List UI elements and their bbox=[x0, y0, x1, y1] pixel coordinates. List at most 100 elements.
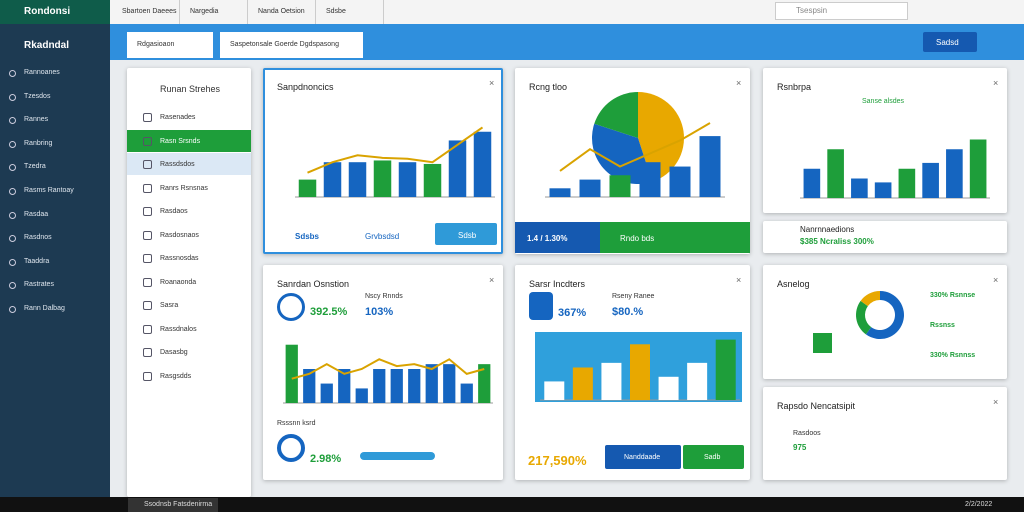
top-tab-label: Nargedia bbox=[190, 8, 219, 15]
sidebar-item: Tzesdos bbox=[24, 92, 51, 100]
bar bbox=[803, 168, 821, 198]
stat-icon bbox=[529, 292, 553, 320]
chart bbox=[592, 92, 684, 184]
menu-icon[interactable] bbox=[143, 183, 152, 193]
action-button-label: Sdsb bbox=[458, 231, 477, 240]
menu-item: Rassdnalos bbox=[160, 325, 197, 333]
bar bbox=[390, 369, 403, 403]
taskbar-app[interactable] bbox=[128, 498, 218, 512]
action-button[interactable] bbox=[683, 445, 744, 469]
menu-icon[interactable] bbox=[143, 230, 152, 240]
sidebar-icon[interactable] bbox=[9, 188, 16, 195]
sidebar-icon[interactable] bbox=[9, 164, 16, 172]
card-title: Rcng tloo bbox=[529, 82, 568, 92]
menu-hover bbox=[127, 153, 251, 175]
bar bbox=[851, 178, 868, 198]
card-title: Sanpdnoncics bbox=[277, 82, 334, 92]
sidebar-item: Rasms Rantoay bbox=[24, 187, 74, 194]
trend-line bbox=[559, 122, 711, 172]
menu-item: Rassnosdas bbox=[160, 255, 199, 262]
menu-icon[interactable] bbox=[143, 207, 152, 216]
sidebar-icon[interactable] bbox=[9, 70, 16, 77]
bar bbox=[398, 162, 417, 197]
menu-item: Sasra bbox=[160, 302, 179, 309]
menu-icon[interactable] bbox=[143, 324, 152, 334]
bar bbox=[473, 131, 492, 197]
chart-label: Sanse alsdes bbox=[862, 98, 905, 105]
sidebar-item: Rastrates bbox=[24, 281, 54, 289]
close-icon: × bbox=[736, 78, 742, 88]
sidebar-icon[interactable] bbox=[9, 282, 16, 290]
bar bbox=[572, 367, 593, 400]
menu-icon[interactable] bbox=[143, 301, 152, 310]
menu-item: Rasdosnaos bbox=[160, 231, 199, 239]
card-title: Rsnbrpa bbox=[777, 82, 812, 92]
bar bbox=[373, 369, 386, 403]
top-tab-label: Nanda Oetsion bbox=[258, 8, 305, 15]
clock: 2/2/2022 bbox=[965, 501, 993, 508]
chart bbox=[856, 291, 904, 339]
bar bbox=[298, 179, 317, 197]
action-button[interactable] bbox=[435, 223, 497, 245]
sidebar-icon[interactable] bbox=[9, 235, 16, 243]
close-icon: × bbox=[993, 397, 999, 407]
menu-item: Rasenades bbox=[160, 114, 196, 121]
close-icon: × bbox=[489, 78, 495, 88]
footer-label: Sdsbs bbox=[295, 232, 320, 241]
sidebar-icon[interactable] bbox=[9, 306, 16, 313]
sidebar-icon[interactable] bbox=[9, 140, 16, 148]
menu-icon[interactable] bbox=[143, 371, 152, 381]
footer-title: Nanrnnaedions bbox=[800, 225, 855, 234]
footer-band-green[interactable] bbox=[600, 222, 750, 253]
bar bbox=[946, 149, 963, 198]
bar bbox=[460, 383, 473, 403]
bar bbox=[601, 362, 622, 400]
menu-icon[interactable] bbox=[143, 254, 152, 263]
menu-icon[interactable] bbox=[143, 160, 152, 169]
top-tab[interactable] bbox=[112, 0, 180, 24]
action-button[interactable] bbox=[605, 445, 681, 469]
menu-item: Roanaonda bbox=[160, 278, 197, 286]
menu-icon[interactable] bbox=[143, 136, 152, 146]
menu-icon[interactable] bbox=[143, 348, 152, 357]
sidebar-icon[interactable] bbox=[9, 93, 16, 101]
menu-active bbox=[127, 129, 251, 152]
bar bbox=[699, 136, 721, 197]
top-tab[interactable] bbox=[180, 0, 248, 24]
bar bbox=[348, 162, 367, 197]
footer-mid: Grvbsdsd bbox=[365, 232, 400, 241]
header-button[interactable] bbox=[923, 32, 977, 52]
sidebar-icon[interactable] bbox=[9, 117, 16, 125]
sidebar-item: Tzedra bbox=[24, 163, 46, 171]
chart bbox=[545, 122, 725, 198]
bar bbox=[658, 376, 679, 400]
bar bbox=[423, 163, 442, 197]
sidebar-icon[interactable] bbox=[9, 211, 16, 219]
bar bbox=[285, 344, 298, 403]
card-title: Asnelog bbox=[777, 279, 810, 289]
sidebar-item: Rannoanes bbox=[24, 69, 60, 76]
bar bbox=[373, 160, 392, 197]
bar bbox=[549, 188, 571, 197]
stat-value: 367% bbox=[558, 307, 587, 319]
top-tab-label: Sdsbe bbox=[326, 8, 346, 15]
close-icon: × bbox=[736, 275, 742, 285]
top-tab[interactable] bbox=[248, 0, 316, 24]
close-icon: × bbox=[993, 78, 999, 88]
sidebar-item: Taaddra bbox=[24, 257, 50, 265]
stat-value-2: 103% bbox=[365, 306, 394, 318]
top-tab[interactable] bbox=[316, 0, 384, 24]
sidebar-icon[interactable] bbox=[9, 258, 16, 266]
tab[interactable] bbox=[220, 32, 363, 58]
bar bbox=[355, 388, 368, 403]
taskbar-app-label: Ssodnsb Fatsdenirma bbox=[144, 501, 213, 508]
trend-line bbox=[307, 126, 484, 174]
menu-item: Dasasbg bbox=[160, 349, 188, 356]
bar bbox=[579, 179, 601, 197]
menu-icon[interactable] bbox=[143, 277, 152, 287]
bar bbox=[323, 162, 342, 197]
tab[interactable] bbox=[127, 32, 213, 58]
menu-icon[interactable] bbox=[143, 113, 152, 122]
search-box[interactable] bbox=[775, 2, 908, 20]
bar bbox=[922, 162, 939, 198]
